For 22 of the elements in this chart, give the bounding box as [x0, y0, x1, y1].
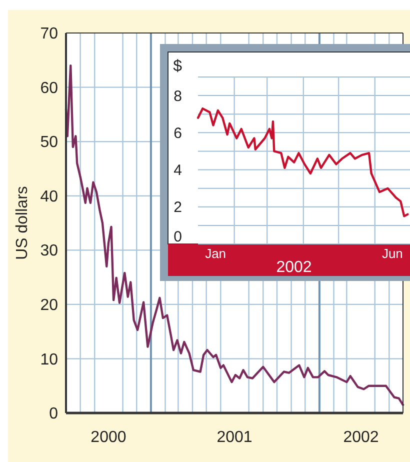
y-tick-label: 0 [49, 406, 58, 423]
x-tick-label: Jan [205, 246, 226, 261]
y-axis-title: $ [173, 58, 182, 75]
x-tick-label: Jun [382, 246, 403, 261]
y-axis-title: US dollars [14, 186, 31, 260]
y-tick-label: 0 [174, 228, 182, 246]
y-tick-label: 8 [174, 88, 182, 105]
y-tick-label: 10 [40, 351, 58, 368]
line-series [196, 107, 409, 218]
x-tick-label: 2001 [216, 429, 252, 446]
y-tick-label: 30 [40, 242, 58, 260]
y-tick-label: 40 [40, 188, 58, 206]
x-tick-label: 2002 [343, 429, 379, 446]
x-axis-title: 2002 [276, 259, 312, 276]
y-tick-label: 60 [40, 80, 58, 97]
y-tick-label: 4 [174, 162, 182, 180]
y-tick-label: 70 [40, 26, 58, 43]
y-tick-label: 20 [40, 297, 58, 314]
y-tick-label: 50 [40, 134, 58, 152]
y-tick-label: 2 [174, 199, 182, 216]
y-tick-label: 6 [174, 124, 182, 142]
x-tick-label: 2000 [90, 429, 126, 446]
